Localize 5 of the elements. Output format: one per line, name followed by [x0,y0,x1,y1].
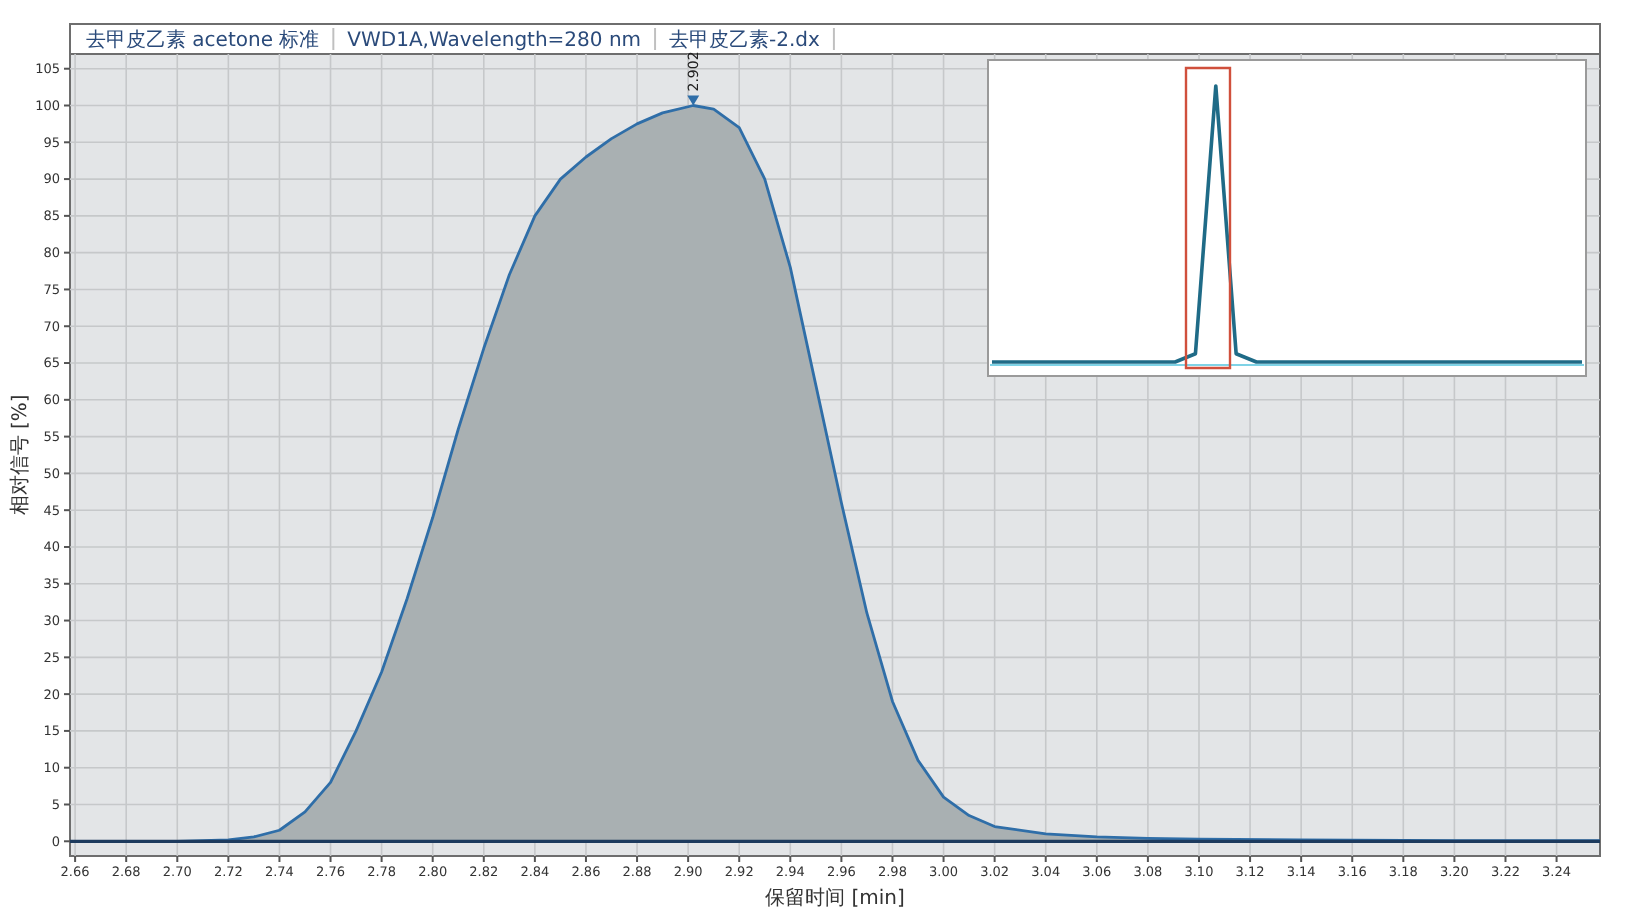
annotation: 去甲皮乙素-2.dx [669,30,820,52]
x-axis-title: 保留时间 [min] [765,886,906,910]
annotation: VWD1A,Wavelength=280 nm [347,30,642,52]
y-axis-title: 相对信号 [%] [8,394,32,516]
annotation: 去甲皮乙素 acetone 标准 [86,30,320,52]
